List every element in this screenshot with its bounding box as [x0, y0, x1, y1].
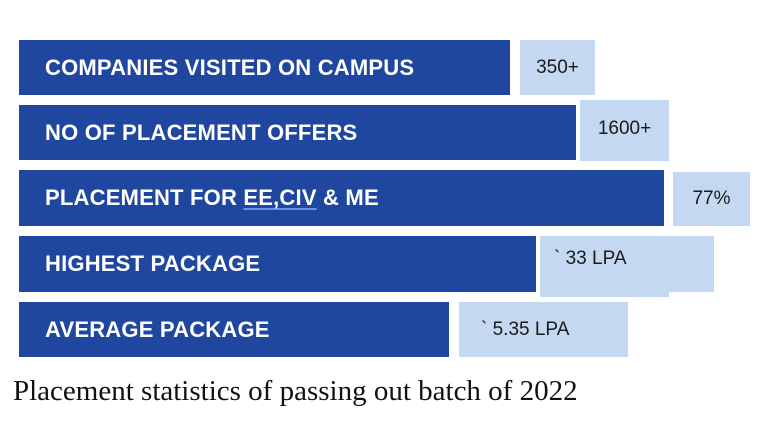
- placement-stats-chart: COMPANIES VISITED ON CAMPUS 350+ NO OF P…: [19, 40, 750, 357]
- value-label-highest-package-extension: [669, 236, 714, 292]
- value-label-highest-package: ` 33 LPA: [540, 236, 669, 297]
- value-label-average-package: ` 5.35 LPA: [459, 302, 628, 357]
- bar-label-placement-offers: NO OF PLACEMENT OFFERS: [45, 119, 358, 145]
- value-text-average-package: ` 5.35 LPA: [481, 318, 570, 340]
- value-text-placement-ee-civ-me: 77%: [692, 188, 731, 209]
- bar-label-average-package: AVERAGE PACKAGE: [45, 316, 270, 342]
- bar-label-highest-package: HIGHEST PACKAGE: [45, 251, 261, 276]
- bar-label-placement-ee-civ-me: PLACEMENT FOR EE,CIV & ME: [45, 185, 379, 210]
- bar-label-companies-visited: COMPANIES VISITED ON CAMPUS: [45, 54, 415, 80]
- value-label-placement-ee-civ-me: 77%: [673, 172, 750, 226]
- value-text-placement-offers: 1600+: [597, 118, 652, 139]
- value-text-companies-visited: 350+: [536, 56, 579, 78]
- bar-placement-offers: NO OF PLACEMENT OFFERS: [19, 105, 576, 160]
- chart-caption: Placement statistics of passing out batc…: [13, 375, 578, 407]
- value-label-companies-visited: 350+: [520, 40, 595, 95]
- bar-companies-visited: COMPANIES VISITED ON CAMPUS: [19, 40, 510, 95]
- bar-placement-ee-civ-me: PLACEMENT FOR EE,CIV & ME: [19, 170, 664, 226]
- value-label-placement-offers: 1600+: [580, 100, 669, 161]
- bar-highest-package: HIGHEST PACKAGE: [19, 236, 536, 292]
- value-text-highest-package: ` 33 LPA: [554, 248, 627, 269]
- bar-average-package: AVERAGE PACKAGE: [19, 302, 449, 357]
